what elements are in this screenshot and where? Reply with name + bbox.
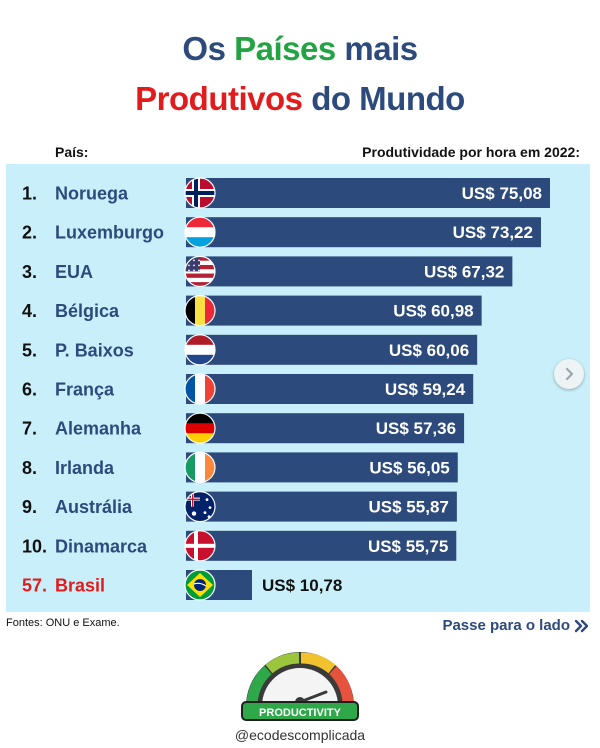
chart-row: 4. Bélgica US$ 60,98 (22, 295, 482, 327)
country-label: Dinamarca (55, 536, 148, 556)
flag-border (184, 334, 216, 366)
chart-row: 1. Noruega US$ 75,08 (22, 177, 550, 209)
data-bar (186, 530, 457, 561)
luxembourg-flag-icon (185, 217, 215, 248)
data-bar (186, 374, 474, 404)
country-label: Brasil (55, 576, 105, 596)
country-label: França (55, 380, 115, 400)
value-label: US$ 10,78 (262, 576, 342, 595)
data-bar (186, 334, 478, 365)
netherlands-flag-icon (185, 334, 215, 365)
flag-border (184, 255, 216, 288)
chart-row: 7. Alemanha US$ 57,36 (22, 412, 465, 444)
country-label: Bélgica (55, 301, 120, 321)
brazil-flag-icon (185, 570, 215, 600)
value-label: US$ 57,36 (376, 419, 456, 438)
double-chevron-right-icon (574, 619, 589, 632)
flag-border (184, 177, 216, 209)
flag-border (184, 373, 216, 405)
country-label: Irlanda (55, 458, 115, 478)
rank-label: 4. (22, 301, 37, 321)
title-do-mundo: do Mundo (302, 80, 465, 117)
value-label: US$ 60,06 (389, 341, 469, 360)
rank-label: 6. (22, 380, 37, 400)
country-label: Noruega (55, 184, 129, 204)
value-label: US$ 56,05 (369, 458, 449, 477)
data-bar (186, 413, 465, 444)
rank-label: 1. (22, 184, 37, 204)
swipe-hint-label: Passe para o lado (442, 617, 570, 634)
norway-flag-icon (185, 178, 215, 208)
flag-border (184, 491, 216, 523)
country-label: Alemanha (55, 419, 142, 439)
flag-border (184, 569, 216, 601)
rank-label: 9. (22, 497, 37, 517)
value-label: US$ 73,22 (453, 223, 533, 242)
denmark-flag-icon (185, 530, 215, 561)
rank-label: 7. (22, 419, 37, 439)
next-slide-button[interactable] (554, 359, 584, 389)
value-label: US$ 75,08 (462, 184, 542, 203)
chart-row: 10. Dinamarca US$ 55,75 (22, 530, 457, 562)
flag-border (184, 451, 216, 483)
productivity-bar-chart: 1. Noruega US$ 75,08 2. Luxemburgo US$ 73,22 3… (22, 177, 550, 601)
rank-label: 3. (22, 262, 37, 282)
title-produtivos: Produtivos (135, 80, 303, 117)
data-bar (186, 256, 513, 287)
sources-note: Fontes: ONU e Exame. (6, 617, 120, 629)
flag-border (184, 216, 216, 248)
logo-text: PRODUCTIVITY (259, 707, 342, 719)
title-os: Os (182, 30, 235, 67)
title-mais: mais (335, 30, 418, 67)
value-label: US$ 59,24 (385, 380, 466, 399)
data-bar (186, 217, 541, 248)
value-label: US$ 55,75 (368, 537, 448, 556)
chevron-right-icon (565, 367, 574, 381)
rank-label: 8. (22, 458, 37, 478)
flag-border (184, 412, 216, 444)
chart-row: 6. França US$ 59,24 (22, 373, 474, 405)
rank-label: 5. (22, 340, 37, 360)
country-column-header: País: (55, 144, 89, 160)
value-label: US$ 55,87 (369, 498, 449, 517)
country-label: P. Baixos (55, 340, 134, 360)
flag-border (184, 295, 216, 327)
speedometer-icon: PRODUCTIVITY (241, 652, 359, 721)
germany-flag-icon (185, 413, 215, 444)
rank-label: 57. (22, 576, 47, 596)
france-flag-icon (185, 374, 215, 404)
chart-row: 57. Brasil US$ 10,78 (22, 569, 342, 601)
swipe-hint[interactable]: Passe para o lado (442, 617, 590, 634)
title-line-1: Os Países mais (0, 30, 600, 68)
chart-row: 3. EUA US$ 67,32 (22, 255, 513, 288)
value-column-header: Produtividade por hora em 2022: (362, 144, 580, 160)
author-handle: @ecodescomplicada (234, 727, 366, 743)
chart-panel: 1. Noruega US$ 75,08 2. Luxemburgo US$ 73,22 3… (6, 164, 590, 612)
country-label: Austrália (55, 497, 133, 517)
data-bar (186, 295, 482, 326)
country-label: EUA (55, 262, 93, 282)
chart-row: 5. P. Baixos US$ 60,06 (22, 334, 478, 366)
data-bar (186, 178, 550, 208)
value-label: US$ 60,98 (393, 302, 473, 321)
country-label: Luxemburgo (55, 223, 164, 243)
productivity-logo: PRODUCTIVITY (238, 652, 362, 727)
australia-flag-icon (185, 491, 215, 522)
usa-flag-icon (185, 256, 215, 287)
data-bar (186, 452, 458, 483)
chart-row: 8. Irlanda US$ 56,05 (22, 451, 458, 483)
flag-border (184, 530, 216, 562)
title-line-2: Produtivos do Mundo (0, 80, 600, 118)
chart-row: 9. Austrália US$ 55,87 (22, 491, 457, 523)
ireland-flag-icon (185, 452, 215, 483)
belgium-flag-icon (185, 295, 215, 326)
title-paises: Países (234, 30, 336, 67)
value-label: US$ 67,32 (424, 262, 504, 281)
chart-row: 2. Luxemburgo US$ 73,22 (22, 216, 541, 248)
rank-label: 10. (22, 536, 47, 556)
data-bar (186, 491, 457, 522)
rank-label: 2. (22, 223, 37, 243)
